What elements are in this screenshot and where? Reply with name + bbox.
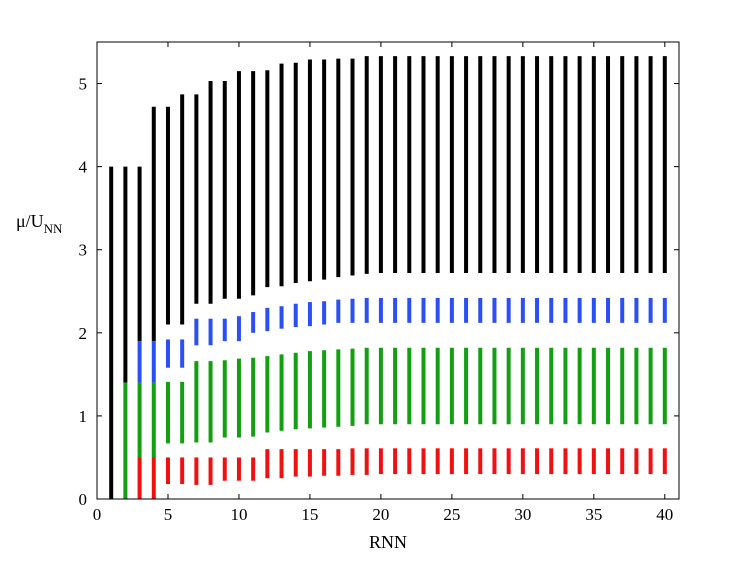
y-axis-label: μ/UNN <box>16 211 63 236</box>
plot-background <box>97 42 679 499</box>
y-tick-label: 1 <box>79 407 88 426</box>
x-tick-label: 10 <box>230 505 247 524</box>
x-axis-label: RNN <box>369 532 407 552</box>
ticks-layer: 0 5 10 15 20 25 30 35 40 0 1 2 3 4 5 <box>79 42 679 524</box>
bars-layer <box>109 56 667 499</box>
y-tick-label: 4 <box>79 158 88 177</box>
x-tick-label: 35 <box>585 505 602 524</box>
y-tick-label: 2 <box>79 324 88 343</box>
x-tick-label: 30 <box>514 505 531 524</box>
y-tick-label: 0 <box>79 490 88 509</box>
y-tick-label: 3 <box>79 241 88 260</box>
y-axis-label-main: μ/U <box>16 211 44 231</box>
y-tick-label: 5 <box>79 75 88 94</box>
x-tick-label: 0 <box>93 505 102 524</box>
x-tick-label: 20 <box>372 505 389 524</box>
plot-frame <box>96 41 680 500</box>
x-tick-label: 5 <box>164 505 173 524</box>
x-tick-label: 15 <box>301 505 318 524</box>
x-tick-label: 25 <box>443 505 460 524</box>
y-axis-label-sub: NN <box>44 221 63 236</box>
x-tick-label: 40 <box>656 505 673 524</box>
